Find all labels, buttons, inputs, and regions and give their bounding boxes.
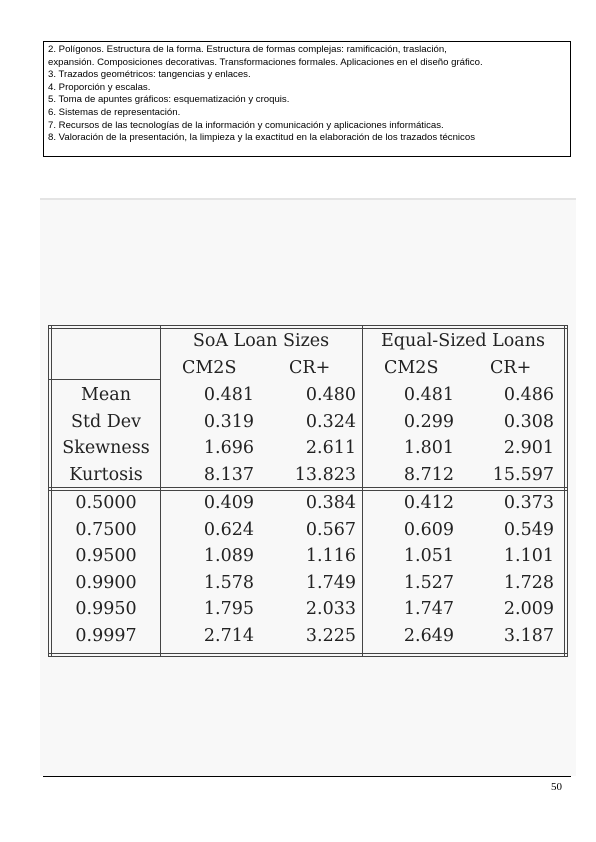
row-label: 0.9900 (75, 572, 137, 593)
table-cell: 0.324 (305, 411, 356, 432)
syllabus-line: 3. Trazados geométricos: tangencias y en… (48, 69, 251, 81)
table-cell: 3.225 (305, 625, 356, 646)
row-label: 0.7500 (75, 519, 137, 540)
table-cell: 0.486 (503, 385, 554, 405)
table-cell: 2.901 (503, 438, 554, 458)
group-header-equal: Equal-Sized Loans (381, 331, 545, 351)
syllabus-line: 4. Proporción y escalas. (48, 81, 151, 93)
table-cell: 1.051 (403, 546, 454, 566)
table-cell: 1.795 (203, 599, 254, 619)
row-label: Skewness (62, 438, 150, 458)
table-cell: 0.299 (403, 411, 454, 432)
group-header-soa: SoA Loan Sizes (192, 331, 330, 351)
table-cell: 0.549 (503, 519, 554, 540)
syllabus-line: expansión. Composiciones decorativas. Tr… (48, 56, 483, 68)
row-label: 0.9997 (75, 625, 137, 646)
sub-header-crplus: CR+ (490, 358, 532, 378)
table-cell: 0.373 (503, 493, 554, 513)
table-cell: 1.089 (203, 546, 254, 566)
table-cell: 1.728 (503, 572, 554, 593)
table-cell: 0.609 (403, 519, 454, 540)
table-cell: 1.101 (503, 546, 554, 566)
table-cell: 0.481 (203, 385, 254, 405)
table-cell: 0.624 (203, 519, 254, 540)
table-cell: 2.033 (305, 599, 356, 619)
syllabus-line: 8. Valoración de la presentación, la lim… (48, 132, 475, 144)
table-cell: 0.567 (305, 519, 356, 540)
table-cell: 15.597 (492, 464, 554, 485)
sub-header-cm2s: CM2S (384, 358, 439, 378)
table-cell: 1.578 (203, 572, 254, 593)
table-cell: 8.712 (403, 464, 454, 485)
table-cell: 2.009 (503, 599, 554, 619)
sub-header-cm2s: CM2S (182, 358, 237, 378)
row-label: 0.5000 (75, 493, 137, 513)
table-cell: 2.649 (403, 625, 454, 646)
row-label: Kurtosis (69, 464, 143, 485)
table-cell: 3.187 (503, 625, 554, 646)
sub-header-crplus: CR+ (289, 358, 331, 378)
row-label: 0.9500 (75, 546, 137, 566)
table-cell: 0.319 (203, 411, 254, 432)
syllabus-line: 5. Toma de apuntes gráficos: esquematiza… (48, 94, 290, 106)
page-number: 50 (551, 781, 562, 793)
table-cell: 0.308 (503, 411, 554, 432)
table-cell: 0.409 (203, 493, 254, 513)
syllabus-line: 6. Sistemas de representación. (48, 106, 181, 118)
table-cell: 1.749 (305, 572, 356, 593)
syllabus-line: 7. Recursos de las tecnologías de la inf… (48, 119, 444, 131)
table-cell: 0.384 (305, 493, 356, 513)
table-cell: 0.481 (403, 385, 454, 405)
table-cell: 1.801 (403, 438, 454, 458)
row-label: Std Dev (70, 411, 142, 432)
table-cell: 13.823 (294, 464, 356, 485)
footer-divider (43, 776, 571, 777)
table-cell: 0.480 (305, 385, 356, 405)
table-cell: 2.611 (305, 438, 356, 458)
table-cell: 2.714 (203, 625, 254, 646)
table-cell: 1.116 (305, 546, 356, 566)
table-cell: 1.527 (403, 572, 454, 593)
table-cell: 1.747 (403, 599, 454, 619)
table-cell: 8.137 (203, 464, 254, 485)
row-label: Mean (81, 385, 131, 405)
table-cell: 1.696 (203, 438, 254, 458)
syllabus-box: 2. Polígonos. Estructura de la forma. Es… (43, 41, 571, 157)
row-label: 0.9950 (75, 599, 137, 619)
statistics-table: SoA Loan Sizes Equal-Sized Loans CM2S CR… (48, 325, 568, 657)
syllabus-line: 2. Polígonos. Estructura de la forma. Es… (48, 44, 447, 55)
table-cell: 0.412 (403, 493, 454, 513)
